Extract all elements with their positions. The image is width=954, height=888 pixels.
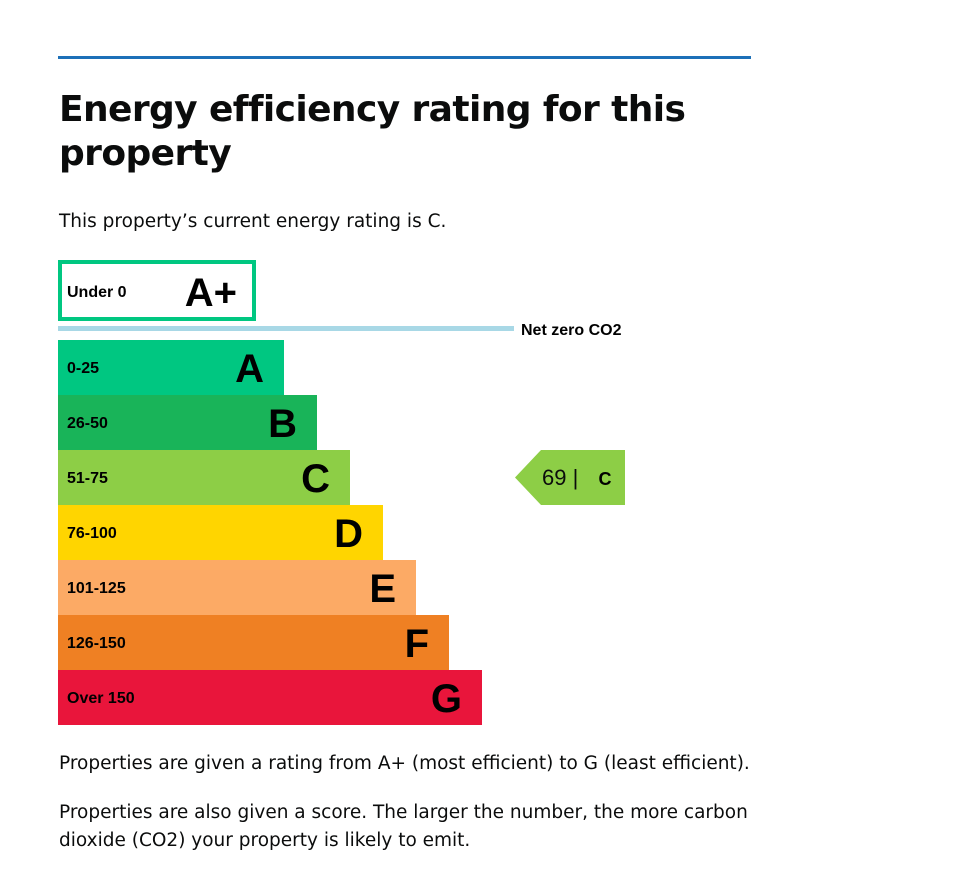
band-a: 0-25 A [58,340,284,395]
band-range-label: 26-50 [67,415,108,432]
band-range-label: 0-25 [67,360,99,377]
current-rating-marker: 69 | C [515,450,625,505]
band-bar [58,505,383,560]
band-letter: E [369,567,396,611]
band-range-label: 76-100 [67,525,117,542]
band-g: Over 150 G [58,670,482,725]
band-letter: A+ [185,271,237,315]
band-range-label: Over 150 [67,690,135,707]
current-band-letter: C [599,469,612,489]
band-d: 76-100 D [58,505,383,560]
band-range-label: 101-125 [67,580,126,597]
band-letter: A [235,347,264,391]
band-range-label: 126-150 [67,635,126,652]
current-rating-arrow [515,450,625,505]
band-c: 51-75 C [58,450,350,505]
net-zero-label: Net zero CO2 [521,322,622,339]
band-bar [58,260,256,321]
band-letter: F [405,622,429,666]
band-e: 101-125 E [58,560,416,615]
net-zero-line [58,326,514,331]
band-letter: D [334,512,363,556]
band-bar [58,450,350,505]
section-divider [58,56,751,59]
band-range-label: 51-75 [67,470,108,487]
rating-bands: Under 0 A+0-25 A26-50 B51-75 C76-100 D101-125… [58,260,482,725]
band-letter: C [301,457,330,501]
band-letter: B [268,402,297,446]
net-zero-marker: Net zero CO2 [58,322,622,339]
score-explanation: Properties are also given a score. The l… [59,802,748,851]
band-bar [58,615,449,670]
band-letter: G [431,677,462,721]
band-range-label: Under 0 [67,284,127,301]
band-bar [58,560,416,615]
page-title: Energy efficiency rating for this proper… [59,89,686,174]
rating-explanation: Properties are given a rating from A+ (m… [59,753,750,774]
current-rating-text: This property’s current energy rating is… [59,211,447,232]
current-score: 69 | [542,465,578,490]
band-a-plus: Under 0 A+ [58,260,256,321]
band-bar [58,670,482,725]
band-bar [58,340,284,395]
band-b: 26-50 B [58,395,317,450]
band-bar [58,395,317,450]
band-f: 126-150 F [58,615,449,670]
